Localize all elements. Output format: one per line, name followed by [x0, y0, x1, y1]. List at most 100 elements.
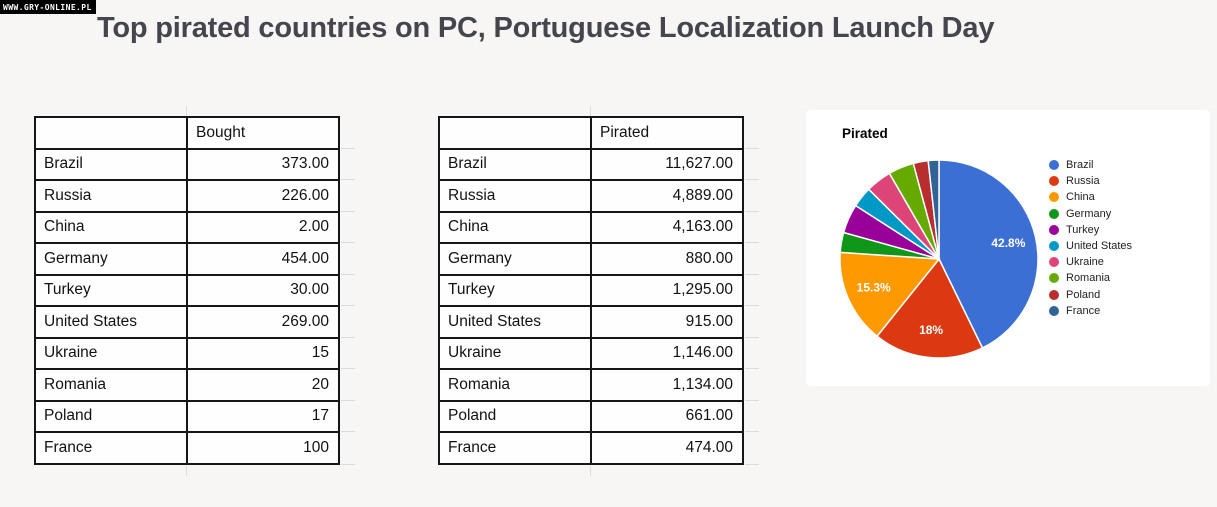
gridline-stub	[745, 464, 759, 465]
value-cell[interactable]: 17	[186, 399, 340, 433]
legend-item-germany: Germany	[1049, 206, 1132, 222]
country-cell[interactable]: United States	[34, 305, 188, 339]
bought-table-body: Brazil 373.00 Russia 226.00 China 2.00 Germany…	[34, 147, 340, 465]
country-cell[interactable]: Poland	[438, 399, 592, 433]
legend-label: Ukraine	[1066, 256, 1104, 269]
corner-cell[interactable]	[438, 116, 592, 150]
table-header-row: Pirated	[438, 116, 744, 150]
legend-label: China	[1066, 191, 1095, 204]
value-cell[interactable]: 474.00	[590, 431, 744, 465]
legend-swatch-icon	[1049, 257, 1059, 268]
pie-slice-brazil[interactable]	[938, 159, 1039, 349]
legend-label: United States	[1066, 240, 1133, 253]
table-row: China 2.00	[34, 210, 340, 244]
value-cell[interactable]: 373.00	[186, 147, 340, 181]
table-row: Germany 880.00	[438, 242, 744, 276]
legend-label: Romania	[1066, 272, 1111, 285]
gridline-stub	[341, 400, 355, 401]
gridline-stub	[341, 211, 355, 212]
value-cell[interactable]: 269.00	[186, 305, 340, 339]
value-cell[interactable]: 1,146.00	[590, 336, 744, 370]
country-cell[interactable]: Brazil	[438, 147, 592, 181]
pie-slice-percent-label: 18%	[919, 323, 943, 337]
table-row: France 100	[34, 431, 340, 465]
table-row: Germany 454.00	[34, 242, 340, 276]
value-cell[interactable]: 15	[186, 336, 340, 370]
gridline-stub	[186, 466, 187, 476]
country-cell[interactable]: United States	[438, 305, 592, 339]
value-cell[interactable]: 880.00	[590, 242, 744, 276]
value-cell[interactable]: 4,889.00	[590, 179, 744, 213]
value-cell[interactable]: 1,134.00	[590, 368, 744, 402]
gridline-stub	[341, 242, 355, 243]
pie-chart: 42.8% 18% 15.3%	[839, 159, 1039, 359]
country-cell[interactable]: China	[438, 210, 592, 244]
gridline-stub	[745, 337, 759, 338]
country-cell[interactable]: Romania	[34, 368, 188, 402]
legend-label: Brazil	[1066, 159, 1094, 172]
gridline-stub	[745, 368, 759, 369]
legend-item-romania: Romania	[1049, 270, 1132, 286]
gridline-stub	[341, 148, 355, 149]
country-cell[interactable]: Romania	[438, 368, 592, 402]
country-cell[interactable]: France	[34, 431, 188, 465]
gridline-stub	[745, 211, 759, 212]
value-cell[interactable]: 1,295.00	[590, 273, 744, 307]
gridline-stub	[341, 179, 355, 180]
pie-slice-russia[interactable]	[876, 257, 984, 359]
table-row: Romania 1,134.00	[438, 368, 744, 402]
gridline-stub	[590, 106, 591, 116]
table-row: Turkey 1,295.00	[438, 273, 744, 307]
legend-label: Poland	[1066, 288, 1101, 301]
pirated-table-body: Brazil 11,627.00 Russia 4,889.00 China 4,163.…	[438, 147, 744, 465]
gridline-stub	[341, 274, 355, 275]
table-row: Brazil 11,627.00	[438, 147, 744, 181]
pirated-column-header[interactable]: Pirated	[590, 116, 744, 150]
bought-column-header[interactable]: Bought	[186, 116, 340, 150]
country-cell[interactable]: Poland	[34, 399, 188, 433]
pie-slice-france[interactable]	[927, 159, 940, 260]
country-cell[interactable]: Brazil	[34, 147, 188, 181]
country-cell[interactable]: Turkey	[438, 273, 592, 307]
country-cell[interactable]: Germany	[34, 242, 188, 276]
gridline-stub	[590, 466, 591, 476]
country-cell[interactable]: France	[438, 431, 592, 465]
country-cell[interactable]: Russia	[34, 179, 188, 213]
country-cell[interactable]: China	[34, 210, 188, 244]
gridline-stub	[745, 274, 759, 275]
corner-cell[interactable]	[34, 116, 188, 150]
value-cell[interactable]: 4,163.00	[590, 210, 744, 244]
table-row: China 4,163.00	[438, 210, 744, 244]
gridline-stub	[341, 431, 355, 432]
legend-item-turkey: Turkey	[1049, 222, 1132, 238]
table-header-row: Bought	[34, 116, 340, 150]
legend-swatch-icon	[1049, 273, 1059, 284]
legend-swatch-icon	[1049, 208, 1059, 219]
value-cell[interactable]: 20	[186, 368, 340, 402]
gridline-stub	[745, 242, 759, 243]
value-cell[interactable]: 11,627.00	[590, 147, 744, 181]
country-cell[interactable]: Turkey	[34, 273, 188, 307]
table-row: Ukraine 15	[34, 336, 340, 370]
pie-slice-percent-label: 15.3%	[857, 281, 891, 295]
country-cell[interactable]: Ukraine	[438, 336, 592, 370]
legend-item-china: China	[1049, 189, 1132, 205]
value-cell[interactable]: 454.00	[186, 242, 340, 276]
table-row: Ukraine 1,146.00	[438, 336, 744, 370]
legend-item-united-states: United States	[1049, 238, 1132, 254]
value-cell[interactable]: 30.00	[186, 273, 340, 307]
value-cell[interactable]: 100	[186, 431, 340, 465]
legend-label: France	[1066, 304, 1101, 317]
value-cell[interactable]: 226.00	[186, 179, 340, 213]
country-cell[interactable]: Russia	[438, 179, 592, 213]
pie-slice-percent-label: 42.8%	[991, 236, 1025, 250]
gridline-stub	[341, 464, 355, 465]
gridline-stub	[745, 305, 759, 306]
pie-slice-china[interactable]	[839, 251, 941, 338]
value-cell[interactable]: 2.00	[186, 210, 340, 244]
country-cell[interactable]: Ukraine	[34, 336, 188, 370]
country-cell[interactable]: Germany	[438, 242, 592, 276]
value-cell[interactable]: 915.00	[590, 305, 744, 339]
table-row: Poland 661.00	[438, 399, 744, 433]
value-cell[interactable]: 661.00	[590, 399, 744, 433]
